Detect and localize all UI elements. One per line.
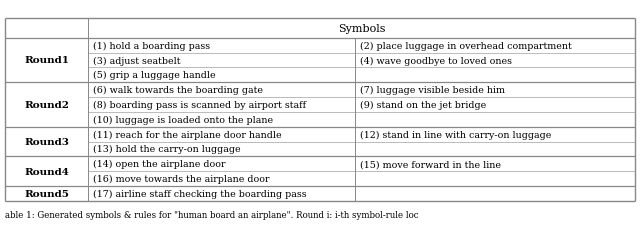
Text: Round4: Round4 xyxy=(24,167,69,176)
Text: (4) wave goodbye to loved ones: (4) wave goodbye to loved ones xyxy=(360,56,512,65)
Text: Round5: Round5 xyxy=(24,189,69,198)
Text: (11) reach for the airplane door handle: (11) reach for the airplane door handle xyxy=(93,130,282,139)
Text: (9) stand on the jet bridge: (9) stand on the jet bridge xyxy=(360,100,486,110)
Text: (12) stand in line with carry-on luggage: (12) stand in line with carry-on luggage xyxy=(360,130,551,139)
Text: (17) airline staff checking the boarding pass: (17) airline staff checking the boarding… xyxy=(93,189,307,198)
Text: (6) walk towards the boarding gate: (6) walk towards the boarding gate xyxy=(93,86,263,95)
Text: (13) hold the carry-on luggage: (13) hold the carry-on luggage xyxy=(93,145,241,154)
Text: (10) luggage is loaded onto the plane: (10) luggage is loaded onto the plane xyxy=(93,115,273,124)
Text: (16) move towards the airplane door: (16) move towards the airplane door xyxy=(93,174,269,183)
Text: (1) hold a boarding pass: (1) hold a boarding pass xyxy=(93,41,210,51)
Text: Round3: Round3 xyxy=(24,137,69,146)
Text: Round2: Round2 xyxy=(24,101,69,109)
Text: (15) move forward in the line: (15) move forward in the line xyxy=(360,160,500,168)
Text: able 1: Generated symbols & rules for "human board an airplane". Round i: i-th s: able 1: Generated symbols & rules for "h… xyxy=(5,210,419,219)
Text: Symbols: Symbols xyxy=(338,24,385,34)
Text: (3) adjust seatbelt: (3) adjust seatbelt xyxy=(93,56,180,65)
Text: (14) open the airplane door: (14) open the airplane door xyxy=(93,159,225,169)
Text: (7) luggage visible beside him: (7) luggage visible beside him xyxy=(360,86,505,95)
Text: Round1: Round1 xyxy=(24,56,69,65)
Text: (8) boarding pass is scanned by airport staff: (8) boarding pass is scanned by airport … xyxy=(93,100,306,110)
Text: (5) grip a luggage handle: (5) grip a luggage handle xyxy=(93,71,216,80)
Text: (2) place luggage in overhead compartment: (2) place luggage in overhead compartmen… xyxy=(360,41,572,51)
